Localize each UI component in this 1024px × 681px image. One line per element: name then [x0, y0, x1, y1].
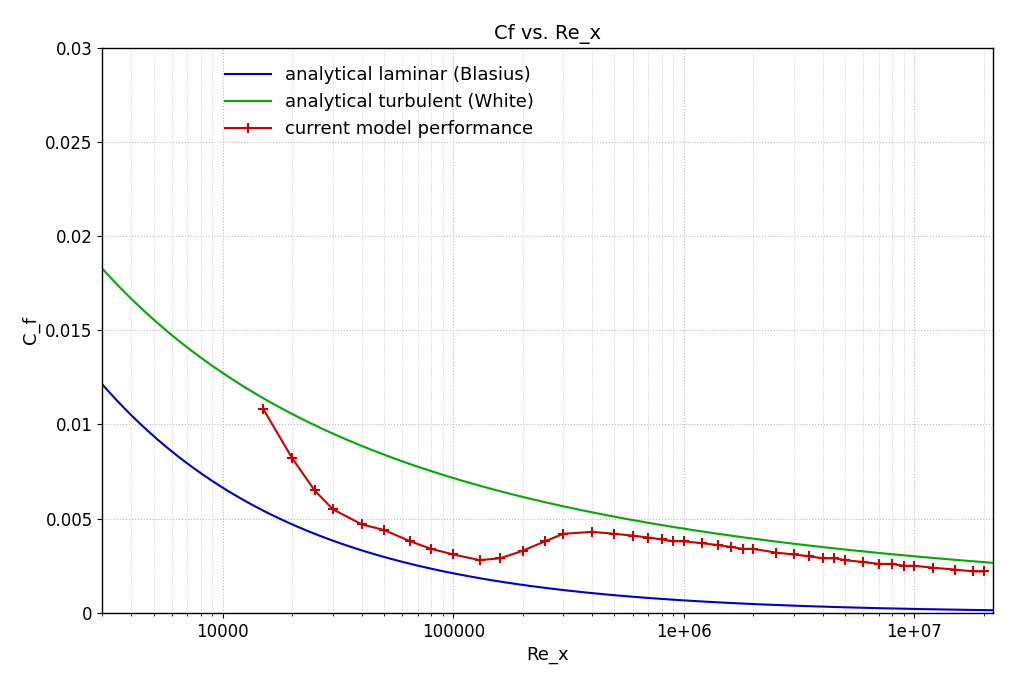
- current model performance: [908, 562, 921, 570]
- analytical turbulent (White): [524, 495, 537, 503]
- current model performance: [355, 520, 368, 528]
- current model performance: [642, 533, 654, 541]
- current model performance: [828, 554, 841, 563]
- current model performance: [857, 558, 869, 566]
- analytical laminar (Blasius): [519, 581, 531, 589]
- current model performance: [668, 537, 680, 545]
- X-axis label: Re_x: Re_x: [526, 646, 569, 664]
- Title: Cf vs. Re_x: Cf vs. Re_x: [495, 25, 601, 44]
- current model performance: [517, 547, 529, 555]
- analytical laminar (Blasius): [987, 606, 999, 614]
- current model performance: [308, 486, 321, 494]
- current model performance: [286, 454, 298, 462]
- current model performance: [425, 545, 437, 553]
- current model performance: [678, 537, 690, 545]
- current model performance: [473, 556, 485, 565]
- current model performance: [404, 537, 417, 545]
- analytical turbulent (White): [966, 557, 978, 565]
- Line: analytical laminar (Blasius): analytical laminar (Blasius): [102, 385, 993, 610]
- analytical laminar (Blasius): [524, 582, 537, 590]
- Y-axis label: C_f: C_f: [22, 317, 40, 344]
- analytical turbulent (White): [826, 544, 839, 552]
- analytical turbulent (White): [987, 559, 999, 567]
- current model performance: [787, 550, 800, 558]
- current model performance: [712, 541, 724, 549]
- current model performance: [839, 556, 851, 565]
- current model performance: [967, 567, 979, 575]
- analytical laminar (Blasius): [579, 588, 591, 597]
- current model performance: [257, 405, 269, 413]
- current model performance: [696, 539, 709, 548]
- current model performance: [927, 564, 939, 572]
- current model performance: [327, 505, 339, 513]
- current model performance: [557, 530, 569, 538]
- current model performance: [949, 565, 962, 573]
- analytical turbulent (White): [519, 494, 531, 502]
- current model performance: [886, 560, 898, 568]
- current model performance: [898, 562, 910, 570]
- analytical laminar (Blasius): [96, 381, 109, 389]
- current model performance: [447, 550, 460, 558]
- current model performance: [816, 554, 828, 563]
- current model performance: [769, 548, 781, 556]
- current model performance: [378, 526, 390, 534]
- current model performance: [736, 545, 749, 553]
- analytical laminar (Blasius): [826, 603, 839, 611]
- current model performance: [495, 554, 507, 563]
- current model performance: [586, 528, 598, 536]
- Line: current model performance: current model performance: [259, 405, 988, 576]
- analytical laminar (Blasius): [627, 592, 639, 601]
- current model performance: [872, 560, 885, 568]
- current model performance: [655, 535, 668, 543]
- analytical turbulent (White): [579, 507, 591, 515]
- current model performance: [608, 530, 621, 538]
- current model performance: [725, 543, 737, 551]
- analytical laminar (Blasius): [966, 606, 978, 614]
- current model performance: [978, 567, 990, 575]
- current model performance: [748, 545, 760, 553]
- current model performance: [627, 532, 639, 540]
- Legend: analytical laminar (Blasius), analytical turbulent (White), current model perfor: analytical laminar (Blasius), analytical…: [218, 59, 541, 146]
- current model performance: [803, 552, 815, 560]
- analytical turbulent (White): [96, 265, 109, 273]
- current model performance: [539, 537, 551, 545]
- Line: analytical turbulent (White): analytical turbulent (White): [102, 269, 993, 563]
- analytical turbulent (White): [627, 516, 639, 524]
